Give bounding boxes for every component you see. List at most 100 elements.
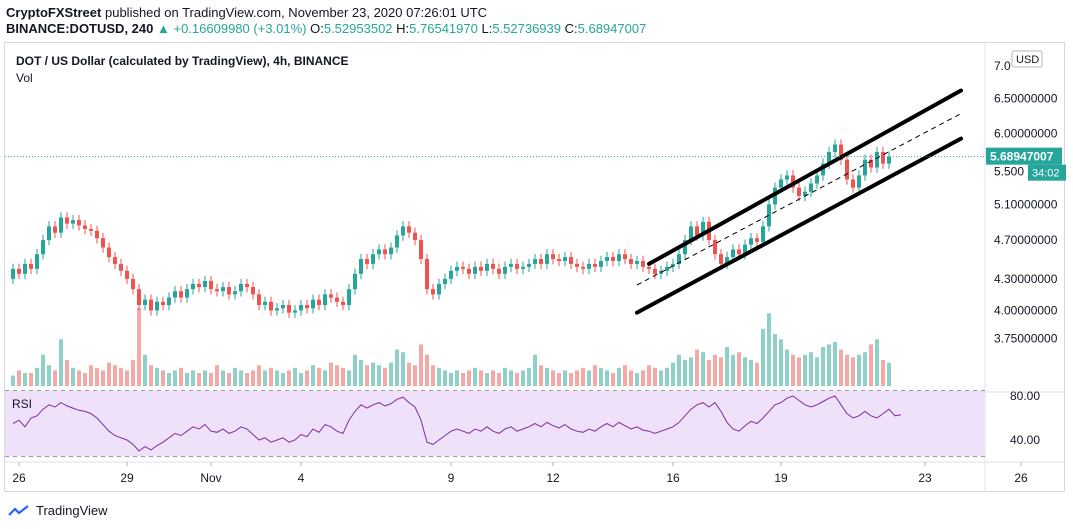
- volume-bar: [257, 365, 261, 386]
- volume-bar: [575, 370, 579, 386]
- volume-bar: [737, 352, 741, 386]
- volume-bar: [689, 357, 693, 386]
- publisher-name[interactable]: CryptoFXStreet: [6, 5, 102, 20]
- volume-bar: [233, 367, 237, 386]
- volume-bar: [143, 354, 147, 386]
- volume-bar: [809, 352, 813, 386]
- candle-body: [695, 226, 699, 236]
- time-axis: 26 29 Nov 4 9 12 16 19 23 26: [12, 462, 1028, 485]
- candle-body: [203, 280, 207, 288]
- volume-bar: [569, 373, 573, 386]
- volume-bar: [437, 367, 441, 386]
- time-tick-label: 12: [546, 471, 560, 485]
- volume-bar: [527, 367, 531, 386]
- volume-bar: [137, 308, 141, 386]
- candle-body: [125, 270, 129, 279]
- volume-bar: [611, 373, 615, 386]
- volume-bar: [557, 373, 561, 386]
- volume-bar: [269, 367, 273, 386]
- volume-bar: [887, 362, 891, 386]
- candle-body: [863, 159, 867, 176]
- volume-bar: [773, 334, 777, 386]
- symbol-label: BINANCE:DOTUSD, 240: [6, 21, 154, 36]
- time-tick-label: 26: [12, 471, 26, 485]
- volume-bar: [41, 354, 45, 386]
- price-axis: 7.0 6.50000000 6.00000000 5.500 5.10000000 4.…: [986, 50, 1066, 447]
- volume-bar: [83, 373, 87, 386]
- last-price-badge: [986, 147, 1062, 165]
- time-tick-label: 4: [298, 471, 305, 485]
- volume-bar: [641, 370, 645, 386]
- candle-body: [473, 266, 477, 274]
- candle-body: [563, 257, 567, 261]
- candle-body: [449, 270, 453, 279]
- volume-bar: [383, 367, 387, 386]
- volume-bar: [155, 367, 159, 386]
- candle-body: [101, 238, 105, 248]
- volume-bar: [191, 370, 195, 386]
- candle-body: [401, 226, 405, 236]
- volume-bar: [251, 370, 255, 386]
- volume-bar: [419, 344, 423, 386]
- candle-body: [215, 289, 219, 292]
- candle-body: [323, 294, 327, 306]
- volume-bar: [485, 373, 489, 386]
- volume-bar: [299, 373, 303, 386]
- price-tick-label: 7.0: [994, 59, 1011, 73]
- candle-body: [521, 266, 525, 269]
- volume-bar: [47, 365, 51, 386]
- candle-body: [851, 179, 855, 188]
- volume-bar: [881, 360, 885, 386]
- volume-bar: [347, 370, 351, 386]
- tradingview-brand: TradingView: [36, 503, 108, 518]
- volume-label: Vol: [16, 71, 33, 85]
- close-label: C:: [564, 21, 578, 36]
- ascending-channel: [5, 88, 985, 315]
- tradingview-logo[interactable]: TradingView: [8, 503, 108, 518]
- candle-body: [671, 263, 675, 267]
- candle-body: [677, 254, 681, 264]
- candle-body: [137, 289, 141, 306]
- currency-button[interactable]: [1011, 50, 1043, 68]
- candle-body: [239, 283, 243, 292]
- candle-body: [17, 268, 21, 274]
- volume-bar: [215, 365, 219, 386]
- volume-bar: [371, 362, 375, 386]
- volume-bar: [311, 365, 315, 386]
- volume-bar: [863, 352, 867, 386]
- currency-label: USD: [1016, 54, 1039, 66]
- volume-bar: [95, 367, 99, 386]
- candle-body: [245, 283, 249, 288]
- volume-bar: [185, 373, 189, 386]
- candle-body: [185, 289, 189, 298]
- volume-bar: [101, 370, 105, 386]
- channel-mid-line: [636, 113, 962, 286]
- candle-body: [149, 299, 153, 311]
- candle-body: [287, 305, 291, 313]
- price-tick-label: 5.500: [994, 164, 1024, 178]
- candle-body: [479, 266, 483, 271]
- candle-body: [77, 220, 81, 226]
- candle-body: [701, 221, 705, 236]
- candle-body: [833, 144, 837, 153]
- candle-body: [89, 229, 93, 231]
- volume-bar: [113, 365, 117, 386]
- channel-upper-line: [647, 88, 963, 266]
- candle-body: [263, 301, 267, 306]
- candle-body: [623, 254, 627, 260]
- volume-bar: [821, 347, 825, 386]
- volume-bar: [53, 370, 57, 386]
- volume-bar: [353, 354, 357, 386]
- candle-body: [383, 249, 387, 255]
- volume-bar: [743, 357, 747, 386]
- volume-bar: [533, 354, 537, 386]
- candle-body: [317, 299, 321, 306]
- published-text: published on TradingView.com, November 2…: [104, 5, 488, 20]
- volume-bar: [341, 367, 345, 386]
- candle-body: [455, 266, 459, 271]
- candle-body: [809, 183, 813, 192]
- volume-bar: [17, 370, 21, 386]
- candle-body: [251, 287, 255, 295]
- high-label: H:: [396, 21, 410, 36]
